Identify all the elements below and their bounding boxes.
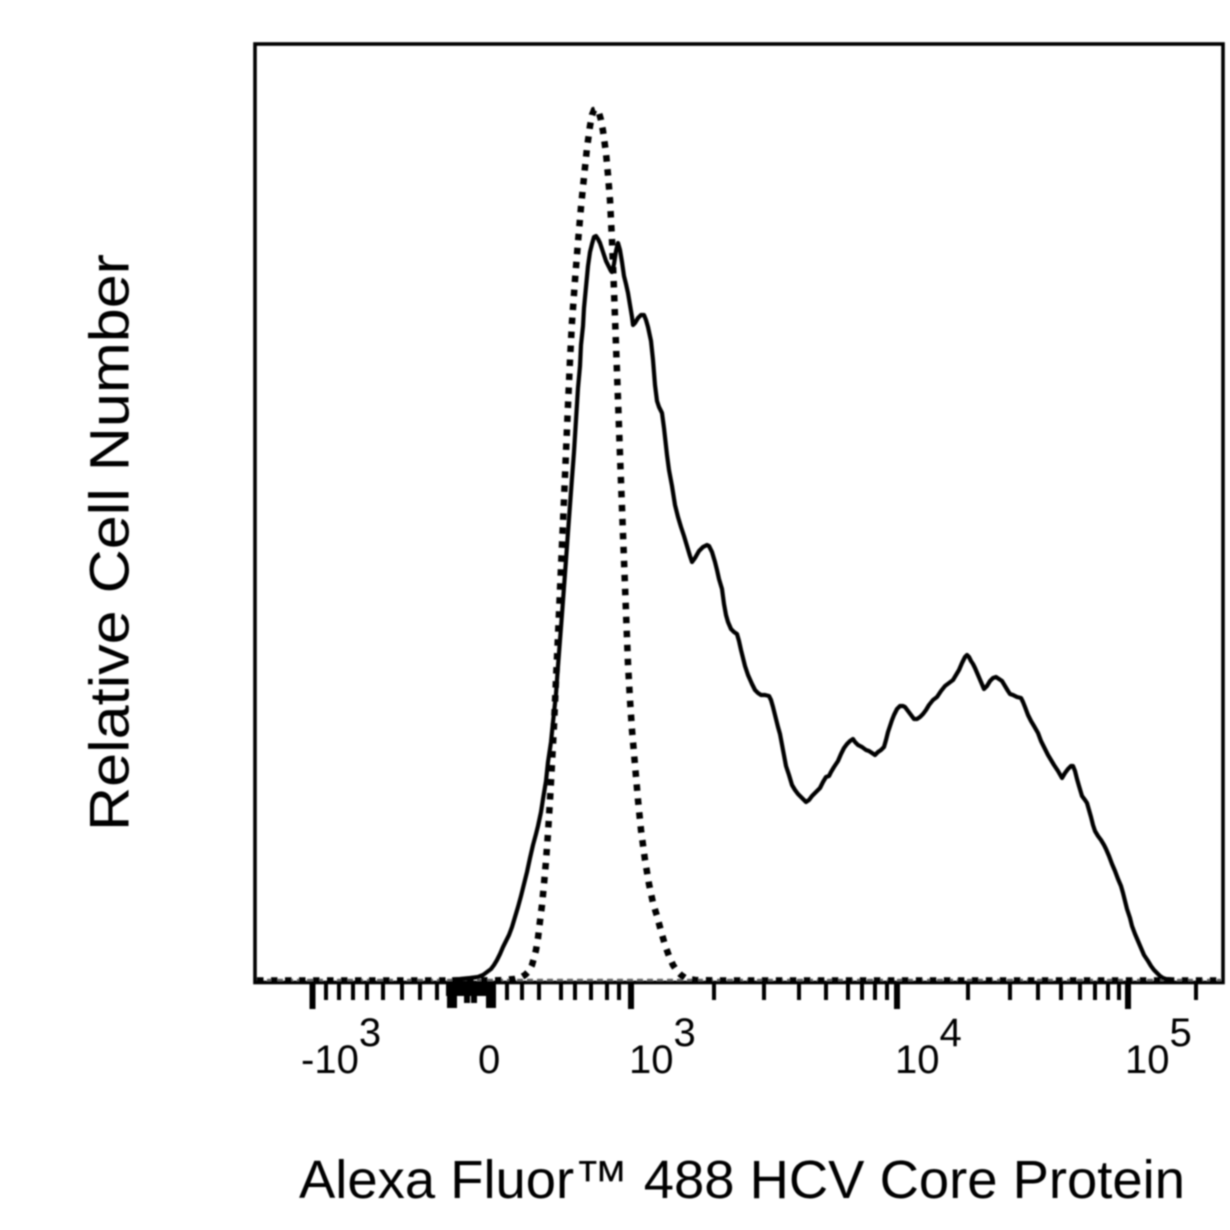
svg-text:Relative Cell Number: Relative Cell Number bbox=[78, 254, 141, 831]
svg-text:0: 0 bbox=[478, 1038, 500, 1082]
svg-text:Alexa Fluor™ 488 HCV Core Prot: Alexa Fluor™ 488 HCV Core Protein bbox=[299, 1150, 1185, 1210]
